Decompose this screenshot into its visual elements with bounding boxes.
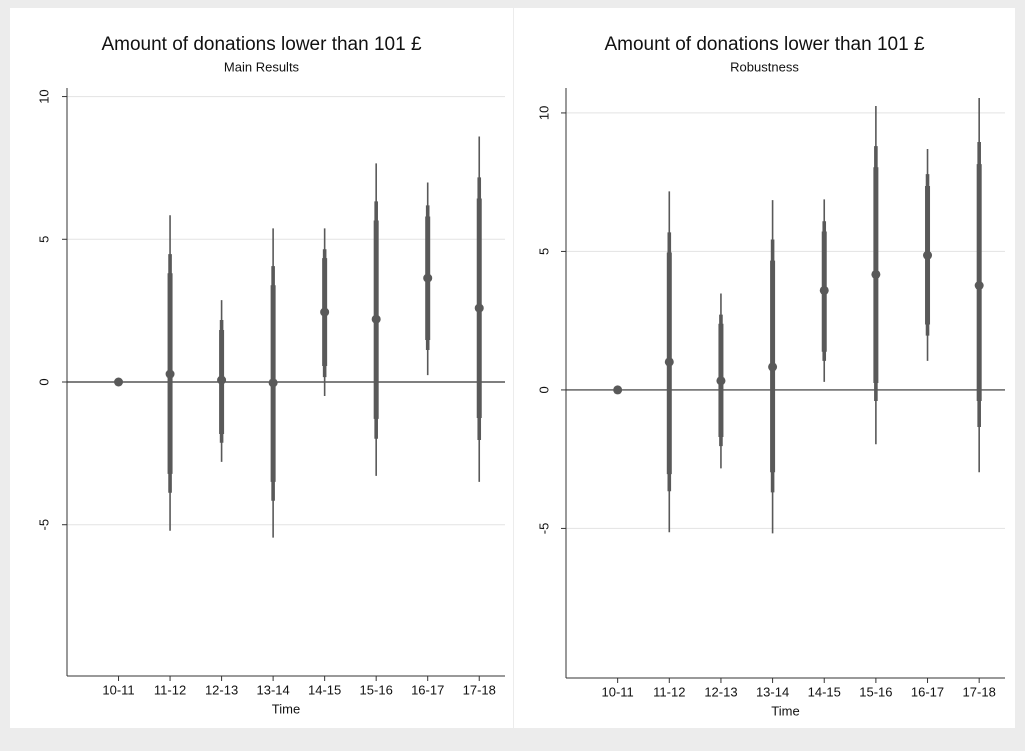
point-estimate xyxy=(819,285,829,295)
x-tick-label: 14-15 xyxy=(308,682,341,697)
x-tick-label: 11-12 xyxy=(154,682,186,697)
x-tick-label: 15-16 xyxy=(360,682,393,697)
point-estimate xyxy=(217,375,227,385)
x-tick-label: 12-13 xyxy=(704,684,737,699)
point-estimate xyxy=(320,307,330,317)
x-tick-label: 17-18 xyxy=(463,682,496,697)
x-tick-label: 12-13 xyxy=(205,682,238,697)
point-estimate xyxy=(923,250,933,260)
y-tick-label: 0 xyxy=(36,378,51,385)
point-estimate xyxy=(974,280,984,290)
point-estimate xyxy=(871,269,881,279)
point-estimate xyxy=(165,369,175,379)
chart-subtitle: Robustness xyxy=(730,59,799,74)
point-estimate xyxy=(114,377,124,387)
y-tick-label: 0 xyxy=(536,386,551,393)
panel-background xyxy=(10,8,513,728)
x-axis-title: Time xyxy=(272,701,300,716)
x-tick-label: 15-16 xyxy=(859,684,892,699)
point-estimate xyxy=(664,357,674,367)
chart-title: Amount of donations lower than 101 £ xyxy=(101,34,421,55)
panel-background xyxy=(514,8,1015,728)
point-estimate xyxy=(371,314,381,324)
point-estimate xyxy=(768,362,778,372)
y-tick-label: 10 xyxy=(36,89,51,103)
x-tick-label: 11-12 xyxy=(653,684,685,699)
y-tick-label: 10 xyxy=(536,106,551,120)
x-tick-label: 17-18 xyxy=(963,684,996,699)
y-tick-label: 5 xyxy=(536,248,551,255)
x-tick-label: 10-11 xyxy=(601,684,633,699)
point-estimate xyxy=(613,385,623,395)
point-estimate xyxy=(268,378,278,388)
chart-subtitle: Main Results xyxy=(224,59,300,74)
x-tick-label: 14-15 xyxy=(808,684,841,699)
point-estimate xyxy=(423,273,433,283)
x-tick-label: 16-17 xyxy=(411,682,444,697)
y-tick-label: -5 xyxy=(536,523,551,535)
chart-title: Amount of donations lower than 101 £ xyxy=(604,34,924,55)
x-tick-label: 16-17 xyxy=(911,684,944,699)
x-tick-label: 13-14 xyxy=(256,682,289,697)
point-estimate xyxy=(716,376,726,386)
x-tick-label: 13-14 xyxy=(756,684,789,699)
y-tick-label: -5 xyxy=(36,519,51,531)
y-tick-label: 5 xyxy=(36,236,51,243)
point-estimate xyxy=(474,303,484,313)
x-tick-label: 10-11 xyxy=(102,682,134,697)
x-axis-title: Time xyxy=(771,703,799,718)
